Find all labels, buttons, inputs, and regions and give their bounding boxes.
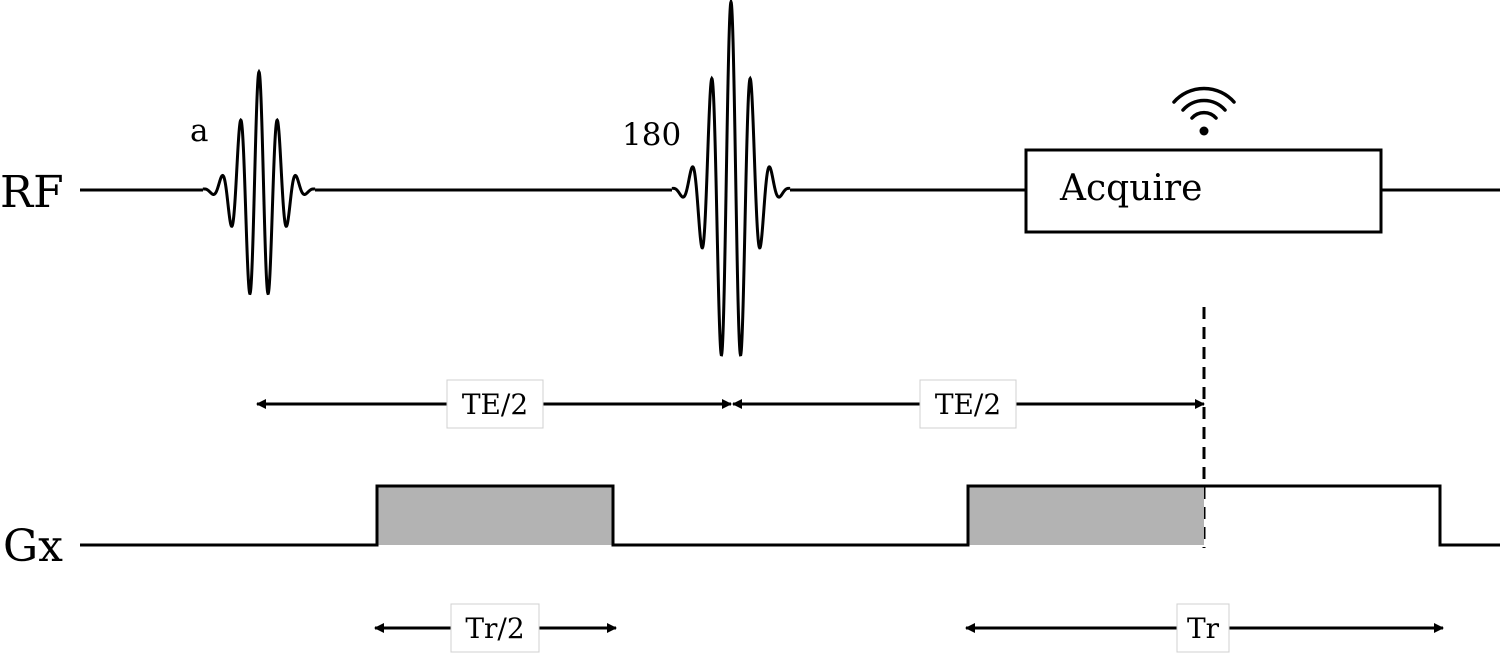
te-first-label: TE/2	[462, 388, 528, 421]
te-second-label: TE/2	[935, 388, 1001, 421]
refocusing-pulse-label: 180	[622, 117, 681, 153]
gx-row-label: Gx	[3, 521, 63, 572]
tr-half-label-box	[450, 603, 540, 653]
rf-row-label: RF	[0, 167, 64, 218]
gx-waveform	[80, 484, 1500, 547]
excitation-pulse-label: a	[190, 113, 208, 149]
wifi-signal-icon	[1172, 86, 1236, 136]
tr-half-label: Tr/2	[465, 612, 524, 645]
excitation-pulse	[202, 68, 316, 296]
te-first-label-box	[446, 379, 544, 429]
gx-prephaser-lobe	[377, 486, 613, 545]
tr-full-label: Tr	[1187, 612, 1220, 645]
tr-full-label-box	[1176, 603, 1230, 653]
acquire-label: Acquire	[1059, 168, 1202, 209]
te-second-label-box	[919, 379, 1017, 429]
gx-readout-shaded	[968, 486, 1204, 545]
refocusing-pulse	[671, 0, 791, 357]
acquire-box	[1024, 148, 1383, 234]
